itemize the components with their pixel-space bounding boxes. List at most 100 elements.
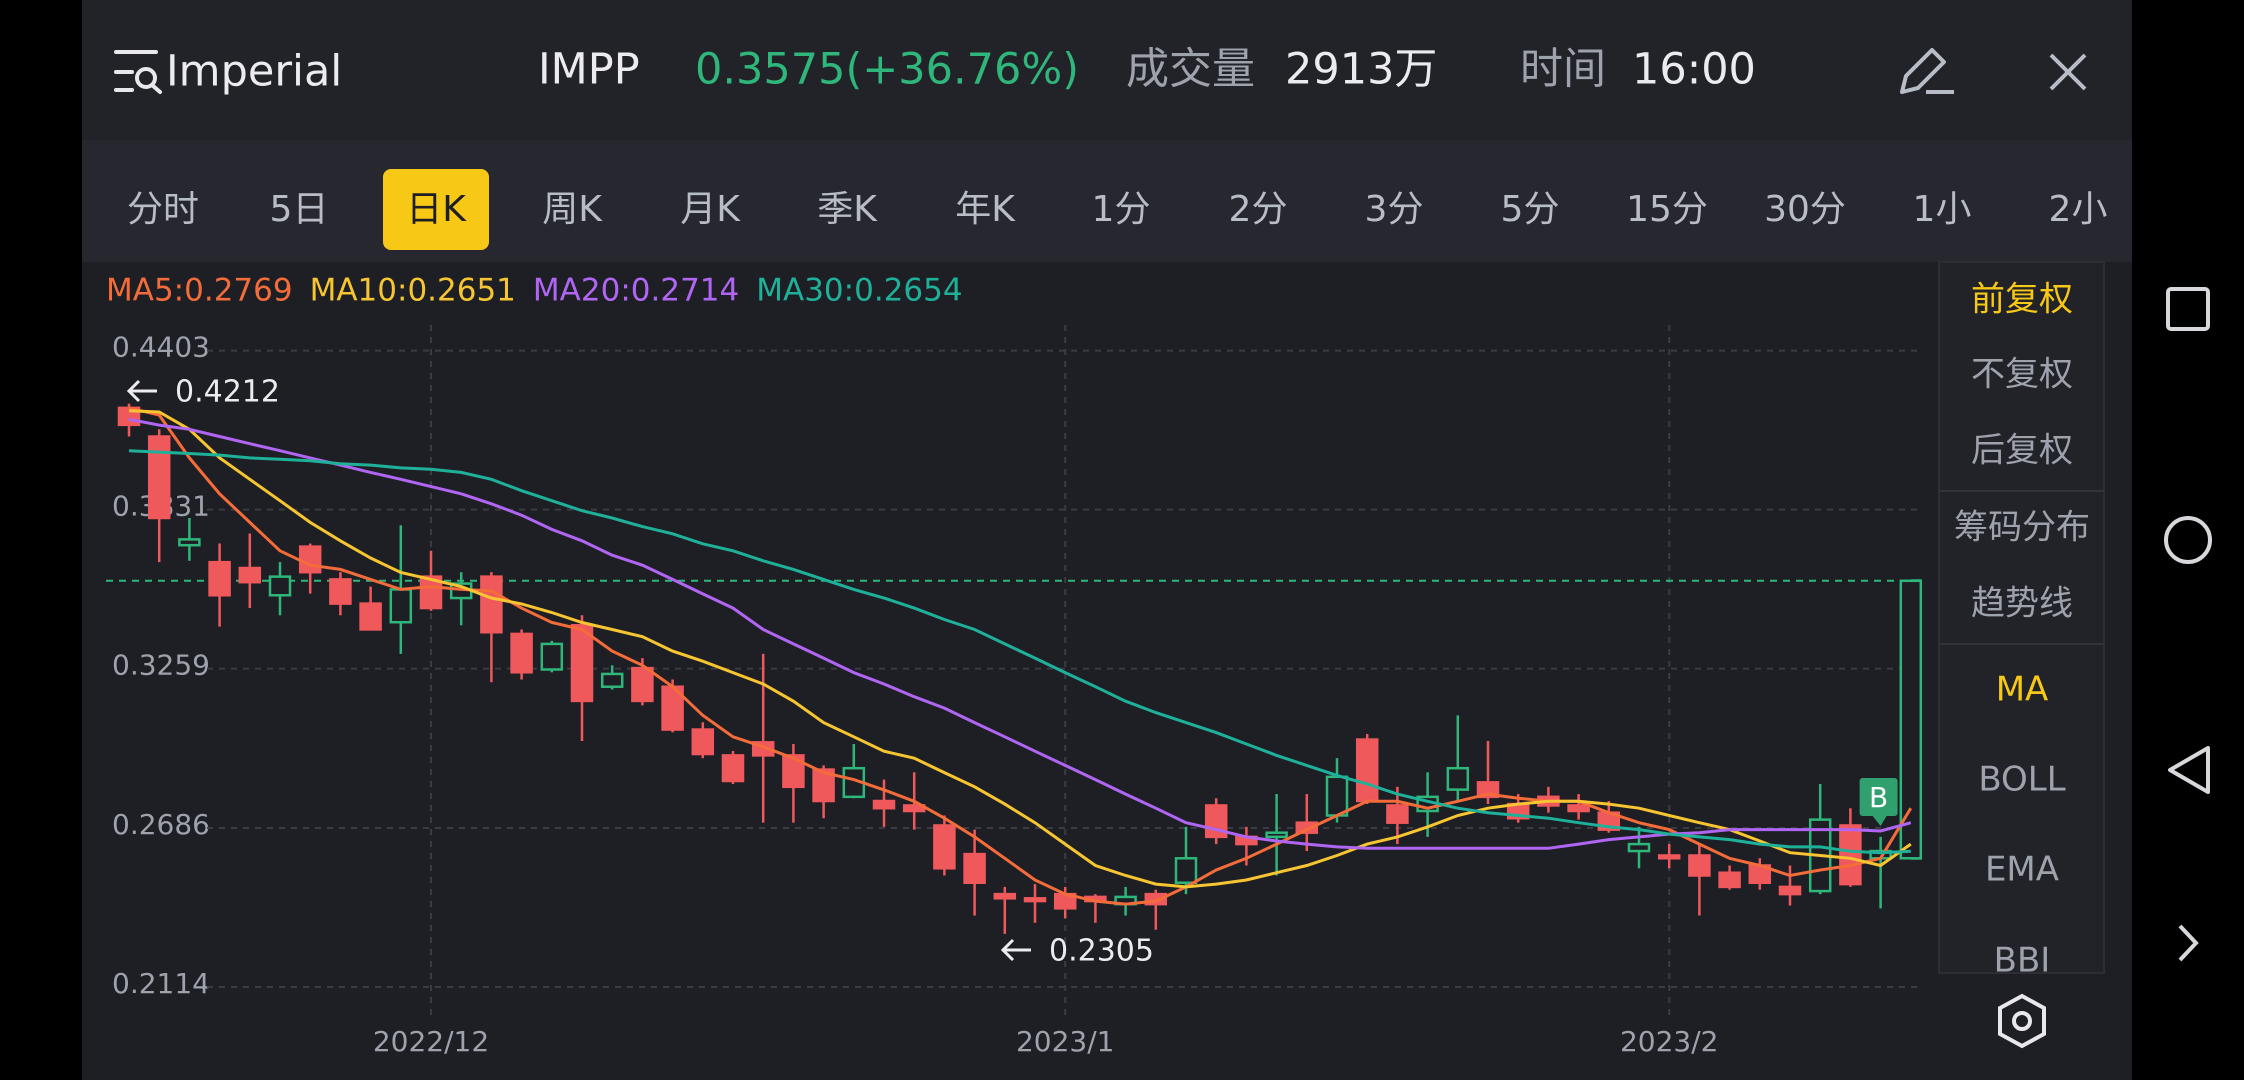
y-tick-label: 0.4403 <box>112 331 210 364</box>
chart-area <box>82 262 2132 1080</box>
tab[interactable]: 5日 <box>270 189 329 230</box>
legend-entry: MA30:0.2654 <box>756 273 962 309</box>
candle-body <box>993 892 1017 900</box>
app-title: Imperial <box>166 47 342 97</box>
tab[interactable]: 日K <box>406 189 467 230</box>
y-tick-label: 0.3259 <box>112 649 210 682</box>
tab[interactable]: 1小 <box>1913 189 1972 230</box>
candle-body <box>1567 804 1590 813</box>
side-menu-item[interactable]: 后复权 <box>1971 431 2073 471</box>
y-tick-label: 0.2686 <box>112 808 210 841</box>
candle-body <box>1023 897 1047 903</box>
tab[interactable]: 1分 <box>1092 189 1151 230</box>
x-tick-label: 2023/2 <box>1620 1025 1719 1058</box>
candle-body <box>208 560 231 597</box>
ma-line <box>128 406 1913 906</box>
trade-marker: B <box>1869 781 1888 814</box>
tab[interactable]: 3分 <box>1365 189 1424 230</box>
x-tick-label: 2023/1 <box>1016 1025 1115 1058</box>
annotation-arrow <box>126 379 157 403</box>
candle-body <box>1386 804 1409 824</box>
candle-body <box>963 852 986 884</box>
candle-body <box>782 754 805 789</box>
trade-marker-tip <box>1872 816 1887 826</box>
tab[interactable]: 2分 <box>1229 189 1288 230</box>
header-bar <box>82 0 2132 140</box>
tab[interactable]: 30分 <box>1764 189 1846 230</box>
side-menu-item[interactable]: 趋势线 <box>1971 584 2073 624</box>
candle-body <box>1355 738 1379 803</box>
annotation-arrow <box>1000 938 1031 962</box>
legend-entry: MA5:0.2769 <box>106 273 293 309</box>
ma-line <box>128 409 1912 889</box>
legend-entry: MA20:0.2714 <box>533 273 739 309</box>
tab[interactable]: 年K <box>955 189 1016 230</box>
candle-body <box>329 578 352 605</box>
candle-body <box>1657 854 1681 860</box>
y-tick-label: 0.2114 <box>112 967 210 1000</box>
menu-logo[interactable] <box>114 50 162 94</box>
candle-body <box>540 642 564 671</box>
nav-bar <box>2164 287 2212 962</box>
close-icon[interactable] <box>2049 53 2087 91</box>
candle-body <box>419 575 443 610</box>
side-menu-item[interactable]: 前复权 <box>1971 280 2073 320</box>
side-menu-item[interactable]: 不复权 <box>1971 355 2073 395</box>
candle-body <box>1265 831 1288 839</box>
expand-button[interactable] <box>2178 924 2199 962</box>
volume-label: 成交量 <box>1126 45 1255 95</box>
ma-line <box>128 449 1911 855</box>
tab[interactable]: 季K <box>817 189 878 230</box>
candle-body <box>1446 766 1470 791</box>
candle-body <box>1144 892 1168 906</box>
settings-icon[interactable] <box>1998 993 2046 1049</box>
candle-body <box>812 768 835 803</box>
candle-body <box>600 672 624 688</box>
candle-body <box>933 824 956 870</box>
candle-body <box>1899 579 1923 860</box>
side-menu-item[interactable]: BOLL <box>1978 760 2065 800</box>
x-tick-label: 2022/12 <box>373 1025 489 1058</box>
candle-body <box>480 575 503 634</box>
tab[interactable]: 周K <box>542 189 603 230</box>
active-tab-bg <box>383 169 489 250</box>
back-button[interactable] <box>2168 746 2210 794</box>
candle-body <box>631 666 654 703</box>
candle-body <box>1627 842 1651 853</box>
candle-body <box>1174 857 1198 884</box>
side-menu-item[interactable]: EMA <box>1985 850 2059 890</box>
recents-button[interactable] <box>2166 287 2210 331</box>
home-button[interactable] <box>2164 516 2212 564</box>
tab[interactable]: 15分 <box>1626 189 1708 230</box>
trade-marker-bg <box>1859 778 1898 816</box>
candle-body <box>1688 854 1711 877</box>
candle-body <box>389 588 413 624</box>
symbol: IMPP <box>538 45 640 95</box>
side-menu-item[interactable]: MA <box>1996 670 2049 710</box>
candle-body <box>147 435 171 520</box>
side-menu-item[interactable]: 筹码分布 <box>1954 508 2090 548</box>
candle-body <box>872 799 896 810</box>
tab[interactable]: 5分 <box>1501 189 1560 230</box>
candle-body <box>1718 871 1741 889</box>
side-panel <box>1938 261 2105 974</box>
tab[interactable]: 分时 <box>127 189 199 230</box>
candle-body <box>1476 781 1500 799</box>
tab[interactable]: 月K <box>680 189 741 230</box>
candle-body <box>359 602 382 631</box>
candle-body <box>721 754 745 783</box>
time: 16:00 <box>1632 45 1756 95</box>
tab[interactable]: 2小 <box>2049 189 2108 230</box>
candle-body <box>298 545 322 574</box>
edit-icon[interactable] <box>1900 48 1954 94</box>
candle-body <box>178 538 201 547</box>
side-menu-item[interactable]: BBI <box>1994 941 2051 981</box>
time-label: 时间 <box>1520 45 1606 95</box>
annotation-label: 0.2305 <box>1049 934 1154 969</box>
candle-body <box>1778 885 1802 896</box>
candle-body <box>238 566 262 584</box>
legend-entry: MA10:0.2651 <box>310 273 516 309</box>
